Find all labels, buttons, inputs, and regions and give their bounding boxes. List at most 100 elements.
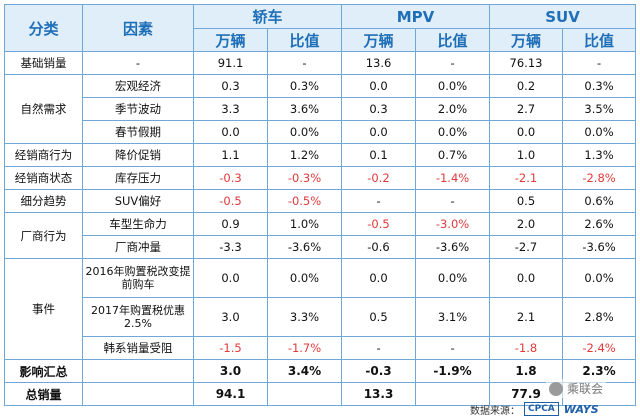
value-cell: 0.5 bbox=[489, 189, 564, 213]
value-cell: 3.5% bbox=[562, 97, 637, 121]
factor-cell: 春节假期 bbox=[82, 120, 194, 144]
factor-cell: 2016年购置税改变提前购车 bbox=[82, 258, 194, 298]
table-row: 基础销量 - 91.1 - 13.6 - 76.13 - bbox=[4, 51, 637, 75]
cpca-logo: CPCA bbox=[524, 402, 559, 416]
header-units: 万辆 bbox=[489, 28, 564, 52]
table-row: 经销商状态 库存压力 -0.3 -0.3% -0.2 -1.4% -2.1 -2… bbox=[4, 166, 637, 190]
value-cell: -1.4% bbox=[415, 166, 491, 190]
value-cell: 3.1% bbox=[415, 297, 491, 337]
value-cell: -1.7% bbox=[266, 336, 343, 360]
value-cell: 94.1 bbox=[193, 382, 268, 406]
factor-cell: 宏观经济 bbox=[82, 74, 194, 98]
value-cell: 1.2% bbox=[266, 143, 343, 167]
factor-cell: 季节波动 bbox=[82, 97, 194, 121]
value-cell: -1.5 bbox=[193, 336, 268, 360]
category-cell: 经销商行为 bbox=[4, 143, 83, 167]
value-cell: -3.0% bbox=[415, 212, 491, 236]
value-cell: -3.6% bbox=[415, 235, 491, 259]
value-cell: -2.1 bbox=[489, 166, 564, 190]
value-cell: 2.1 bbox=[489, 297, 564, 337]
category-cell: 总销量 bbox=[4, 382, 83, 406]
value-cell: 1.0% bbox=[266, 212, 343, 236]
value-cell: 0.0 bbox=[341, 120, 417, 144]
value-cell: 0.0 bbox=[341, 258, 417, 298]
value-cell: -0.3% bbox=[266, 166, 343, 190]
value-cell: 0.0 bbox=[193, 258, 268, 298]
category-cell: 基础销量 bbox=[4, 51, 83, 75]
value-cell: 0.3% bbox=[562, 74, 637, 98]
value-cell: 0.6% bbox=[562, 189, 637, 213]
value-cell: -0.3 bbox=[193, 166, 268, 190]
value-cell: -3.6% bbox=[266, 235, 343, 259]
value-cell: 0.0 bbox=[193, 120, 268, 144]
value-cell: -0.3 bbox=[341, 359, 417, 383]
value-cell: 0.2 bbox=[489, 74, 564, 98]
header-units: 万辆 bbox=[193, 28, 268, 52]
factor-cell: SUV偏好 bbox=[82, 189, 194, 213]
wechat-icon bbox=[549, 381, 563, 396]
header-units: 万辆 bbox=[341, 28, 417, 52]
value-cell: 0.3% bbox=[266, 74, 343, 98]
value-cell: - bbox=[341, 336, 417, 360]
table-row: 细分趋势 SUV偏好 -0.5 -0.5% - - 0.5 0.6% bbox=[4, 189, 637, 213]
value-cell: -1.8 bbox=[489, 336, 564, 360]
value-cell: 0.0 bbox=[489, 120, 564, 144]
table-row: 影响汇总 3.0 3.4% -0.3 -1.9% 1.8 2.3% bbox=[4, 359, 637, 383]
header-factor: 因素 bbox=[82, 4, 194, 52]
data-source: 数据来源： CPCA WAYS bbox=[470, 400, 599, 418]
value-cell: -0.5% bbox=[266, 189, 343, 213]
value-cell: 0.1 bbox=[341, 143, 417, 167]
value-cell: -0.5 bbox=[193, 189, 268, 213]
value-cell: 0.0 bbox=[489, 258, 564, 298]
factor-cell: 厂商冲量 bbox=[82, 235, 194, 259]
value-cell: -3.3 bbox=[193, 235, 268, 259]
value-cell: -2.4% bbox=[562, 336, 637, 360]
table-row: 自然需求 宏观经济 0.3 0.3% 0.0 0.0% 0.2 0.3% bbox=[4, 74, 637, 144]
category-cell: 厂商行为 bbox=[4, 212, 83, 259]
value-cell: -0.5 bbox=[341, 212, 417, 236]
value-cell: 0.0% bbox=[266, 120, 343, 144]
category-cell: 自然需求 bbox=[4, 74, 83, 144]
watermark: 乘联会 bbox=[546, 379, 607, 398]
factor-cell: 降价促销 bbox=[82, 143, 194, 167]
table-row: 春节假期 0.0 0.0% 0.0 0.0% 0.0 0.0% bbox=[5, 120, 637, 144]
table-row: 厂商冲量 -3.3 -3.6% -0.6 -3.6% -2.7 -3.6% bbox=[5, 235, 637, 259]
header-category: 分类 bbox=[4, 4, 83, 52]
table-row: 经销商行为 降价促销 1.1 1.2% 0.1 0.7% 1.0 1.3% bbox=[4, 143, 637, 167]
value-cell: 0.3 bbox=[193, 74, 268, 98]
value-cell: - bbox=[341, 189, 417, 213]
factor-cell: - bbox=[82, 51, 194, 75]
factor-cell: 库存压力 bbox=[82, 166, 194, 190]
header-ratio: 比值 bbox=[562, 28, 637, 52]
category-cell: 事件 bbox=[4, 258, 83, 360]
header-group-suv: SUV bbox=[489, 4, 637, 29]
value-cell: - bbox=[415, 336, 491, 360]
value-cell bbox=[266, 382, 343, 406]
table-row: 厂商行为 车型生命力 0.9 1.0% -0.5 -3.0% 2.0 2.6% bbox=[4, 212, 637, 259]
sales-factor-table: 分类 因素 轿车 MPV SUV 万辆 比值 万辆 比值 万辆 比值 基础销量 … bbox=[4, 4, 637, 406]
value-cell: -0.6 bbox=[341, 235, 417, 259]
factor-cell: 车型生命力 bbox=[82, 212, 194, 236]
value-cell: 3.0 bbox=[193, 297, 268, 337]
category-cell: 影响汇总 bbox=[4, 359, 83, 383]
value-cell: 0.5 bbox=[341, 297, 417, 337]
value-cell: - bbox=[415, 189, 491, 213]
factor-cell: 韩系销量受阻 bbox=[82, 336, 194, 360]
value-cell: -0.2 bbox=[341, 166, 417, 190]
value-cell: 76.13 bbox=[489, 51, 564, 75]
value-cell: 3.4% bbox=[266, 359, 343, 383]
category-cell: 经销商状态 bbox=[4, 166, 83, 190]
value-cell: 3.3 bbox=[193, 97, 268, 121]
value-cell: 2.0% bbox=[415, 97, 491, 121]
header-ratio: 比值 bbox=[266, 28, 343, 52]
value-cell: 13.6 bbox=[341, 51, 417, 75]
value-cell: 2.0 bbox=[489, 212, 564, 236]
factor-cell: 2017年购置税优惠2.5% bbox=[82, 297, 194, 337]
value-cell: 2.7 bbox=[489, 97, 564, 121]
value-cell: -1.9% bbox=[415, 359, 491, 383]
source-label: 数据来源： bbox=[470, 405, 520, 417]
value-cell: 0.0% bbox=[562, 120, 637, 144]
value-cell: 0.0% bbox=[415, 74, 491, 98]
value-cell: 1.1 bbox=[193, 143, 268, 167]
value-cell: -2.7 bbox=[489, 235, 564, 259]
